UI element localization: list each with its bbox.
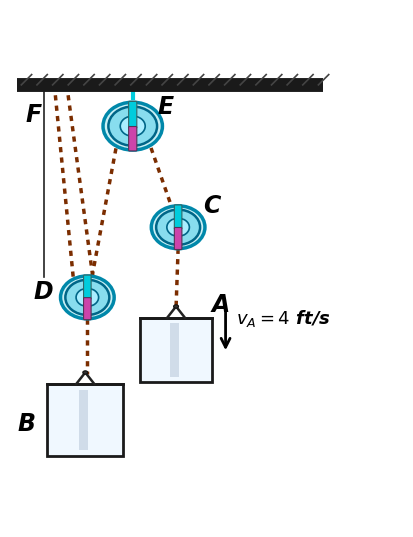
FancyBboxPatch shape: [83, 275, 91, 299]
Bar: [170, 323, 178, 377]
Text: D: D: [33, 280, 53, 304]
Ellipse shape: [108, 106, 157, 146]
Ellipse shape: [166, 218, 189, 236]
Ellipse shape: [175, 225, 180, 229]
Text: B: B: [17, 412, 35, 437]
Ellipse shape: [156, 209, 199, 245]
Text: $v_A = 4$ ft/s: $v_A = 4$ ft/s: [235, 308, 330, 329]
Bar: [47, 384, 123, 456]
Ellipse shape: [83, 371, 88, 374]
Ellipse shape: [129, 124, 135, 128]
Bar: [79, 390, 88, 451]
Text: F: F: [25, 103, 41, 127]
FancyBboxPatch shape: [128, 101, 136, 128]
Ellipse shape: [173, 305, 178, 308]
Ellipse shape: [84, 295, 90, 300]
Ellipse shape: [60, 276, 114, 319]
FancyBboxPatch shape: [128, 127, 136, 151]
Ellipse shape: [76, 288, 98, 307]
FancyBboxPatch shape: [174, 205, 181, 229]
Ellipse shape: [120, 116, 145, 136]
FancyBboxPatch shape: [174, 228, 181, 250]
Bar: [140, 318, 211, 382]
Text: C: C: [202, 194, 220, 218]
Ellipse shape: [65, 280, 109, 315]
FancyBboxPatch shape: [83, 297, 91, 320]
Text: A: A: [211, 293, 229, 317]
Ellipse shape: [103, 102, 162, 150]
Ellipse shape: [151, 206, 204, 249]
Text: E: E: [157, 95, 173, 119]
